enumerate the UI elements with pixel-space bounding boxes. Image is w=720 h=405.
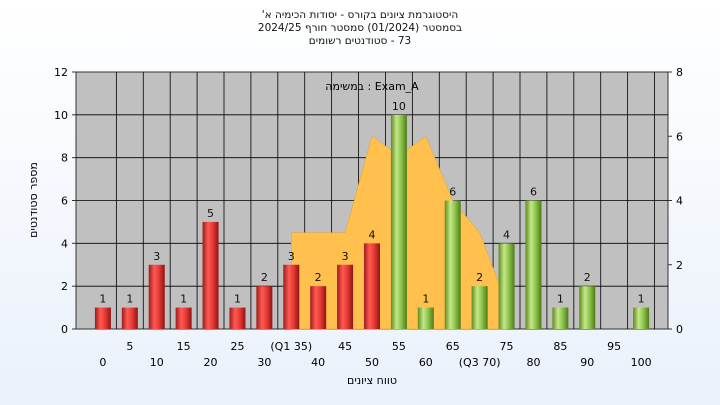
bar-data-label: 6 bbox=[449, 186, 456, 199]
x-tick-label-lower: 50 bbox=[365, 356, 379, 369]
bar-data-label: 1 bbox=[234, 293, 241, 306]
histogram-bar bbox=[364, 243, 380, 329]
histogram-bar bbox=[121, 307, 138, 329]
x-tick-label-lower: 100 bbox=[631, 356, 652, 369]
histogram-bar bbox=[310, 286, 327, 329]
bar-data-label: 2 bbox=[476, 271, 483, 284]
bar-data-label: 5 bbox=[207, 207, 214, 220]
y-axis-title: מספר סטודנטים bbox=[27, 162, 40, 238]
histogram-bar bbox=[283, 264, 300, 329]
x-tick-label-lower: 0 bbox=[99, 356, 106, 369]
x-tick-label-upper: 25 bbox=[230, 340, 244, 353]
y-tick-label: 6 bbox=[61, 195, 68, 208]
bar-data-label: 2 bbox=[315, 271, 322, 284]
histogram-bar bbox=[417, 307, 434, 329]
x-tick-label-lower: 10 bbox=[150, 356, 164, 369]
bar-data-label: 2 bbox=[261, 271, 268, 284]
title-line-3: 73 - סטודנטים רשומים bbox=[308, 35, 412, 47]
bars bbox=[94, 114, 650, 329]
bar-data-label: 1 bbox=[99, 293, 106, 306]
histogram-bar bbox=[471, 286, 488, 329]
bar-data-label: 4 bbox=[369, 228, 376, 241]
histogram-bar bbox=[444, 200, 461, 329]
x-tick-label-lower: 20 bbox=[204, 356, 218, 369]
x-tick-label-lower: 60 bbox=[419, 356, 433, 369]
histogram-bar bbox=[175, 307, 192, 329]
title-line-1: היסטוגרמת ציונים בקורס - יסודות הכימיה א… bbox=[261, 9, 459, 21]
title-line-2: בסמסטר (01/2024) סמסטר חורף 2024/25 bbox=[257, 22, 463, 34]
histogram-bar bbox=[390, 114, 407, 329]
histogram-bar bbox=[229, 307, 246, 329]
x-tick-label-upper: (Q1 35) bbox=[270, 340, 312, 353]
x-tick-label-upper: 75 bbox=[500, 340, 514, 353]
x-tick-label-lower: 80 bbox=[526, 356, 540, 369]
x-tick-label-upper: 55 bbox=[392, 340, 406, 353]
histogram-bar bbox=[525, 200, 542, 329]
bar-data-label: 3 bbox=[342, 250, 349, 263]
histogram-bar bbox=[202, 221, 219, 329]
x-tick-label-upper: 95 bbox=[607, 340, 621, 353]
histogram-bar bbox=[633, 307, 650, 329]
x-tick-label-upper: 45 bbox=[338, 340, 352, 353]
y2-tick-label: 0 bbox=[676, 323, 683, 336]
bar-data-label: 1 bbox=[422, 293, 429, 306]
histogram-bar bbox=[94, 307, 111, 329]
bar-data-label: 3 bbox=[288, 250, 295, 263]
bar-data-label: 1 bbox=[557, 293, 564, 306]
x-tick-label-upper: 85 bbox=[553, 340, 567, 353]
y-tick-label: 4 bbox=[61, 237, 68, 250]
y-tick-label: 0 bbox=[61, 323, 68, 336]
bar-data-label: 1 bbox=[638, 293, 645, 306]
histogram-bar bbox=[337, 264, 354, 329]
histogram-bar bbox=[148, 264, 165, 329]
histogram-bar bbox=[256, 286, 273, 329]
x-tick-label-lower: 30 bbox=[257, 356, 271, 369]
bar-data-label: 1 bbox=[180, 293, 187, 306]
y2-tick-label: 2 bbox=[676, 259, 683, 272]
x-tick-label-lower: 40 bbox=[311, 356, 325, 369]
x-tick-label-upper: 5 bbox=[126, 340, 133, 353]
y-tick-label: 8 bbox=[61, 152, 68, 165]
x-tick-label-upper: 65 bbox=[446, 340, 460, 353]
histogram-bar bbox=[498, 243, 515, 329]
x-tick-label-lower: 90 bbox=[580, 356, 594, 369]
chart-title: היסטוגרמת ציונים בקורס - יסודות הכימיה א… bbox=[0, 9, 720, 48]
bar-data-label: 6 bbox=[530, 186, 537, 199]
x-tick-label-lower: (Q3 70) bbox=[459, 356, 501, 369]
x-tick-label-upper: 15 bbox=[177, 340, 191, 353]
bar-data-label: 4 bbox=[503, 228, 510, 241]
legend-text: Exam_A : במשימה bbox=[325, 80, 419, 93]
y-tick-label: 2 bbox=[61, 280, 68, 293]
y2-tick-label: 4 bbox=[676, 195, 683, 208]
bar-data-label: 2 bbox=[584, 271, 591, 284]
bar-data-label: 3 bbox=[153, 250, 160, 263]
y-tick-label: 12 bbox=[54, 66, 68, 79]
histogram-bar bbox=[579, 286, 596, 329]
histogram-bar bbox=[552, 307, 569, 329]
y2-tick-label: 6 bbox=[676, 130, 683, 143]
y-tick-label: 10 bbox=[54, 109, 68, 122]
bar-data-label: 1 bbox=[126, 293, 133, 306]
x-axis-title: טווח ציונים bbox=[347, 374, 397, 387]
y2-tick-label: 8 bbox=[676, 66, 683, 79]
bar-data-label: 10 bbox=[392, 100, 406, 113]
